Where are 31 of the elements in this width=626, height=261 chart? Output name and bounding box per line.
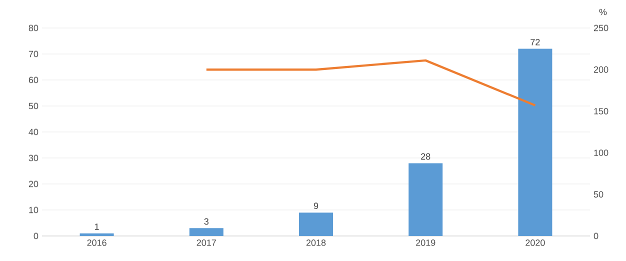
data-label: 3 bbox=[204, 218, 209, 225]
bar bbox=[299, 212, 333, 236]
bar bbox=[408, 163, 443, 236]
y-tick-label: 70 bbox=[28, 50, 38, 58]
x-tick-label: 2020 bbox=[526, 240, 545, 246]
bar bbox=[80, 233, 114, 236]
y-tick-label: 50 bbox=[28, 102, 38, 110]
y-tick-label: 0 bbox=[34, 232, 38, 240]
y2-tick-label: 250 bbox=[594, 24, 608, 32]
y-tick-label: 60 bbox=[28, 76, 38, 84]
y-tick-label: 40 bbox=[28, 128, 38, 136]
y2-tick-label: 50 bbox=[594, 191, 604, 198]
bar bbox=[518, 48, 552, 236]
y2-tick-label: 100 bbox=[594, 150, 608, 156]
data-label: 72 bbox=[530, 38, 540, 46]
y-tick-label: 20 bbox=[28, 180, 38, 188]
x-tick-label: 2019 bbox=[416, 240, 436, 246]
y2-tick-label: 200 bbox=[594, 66, 608, 73]
y-tick-label: 10 bbox=[29, 206, 38, 214]
bar bbox=[189, 228, 224, 236]
data-label: 9 bbox=[314, 202, 318, 210]
y2-tick-label: 0 bbox=[594, 232, 598, 240]
data-label: 1 bbox=[95, 224, 99, 230]
x-tick-label: 2016 bbox=[87, 240, 106, 246]
x-tick-label: 2017 bbox=[196, 240, 216, 246]
y2-tick-label: 150 bbox=[594, 108, 608, 114]
y-tick-label: 30 bbox=[28, 154, 38, 162]
y2-axis-title: % bbox=[599, 8, 607, 16]
data-label: 28 bbox=[421, 153, 430, 160]
x-tick-label: 2018 bbox=[306, 240, 326, 246]
y-tick-label: 80 bbox=[28, 24, 38, 32]
